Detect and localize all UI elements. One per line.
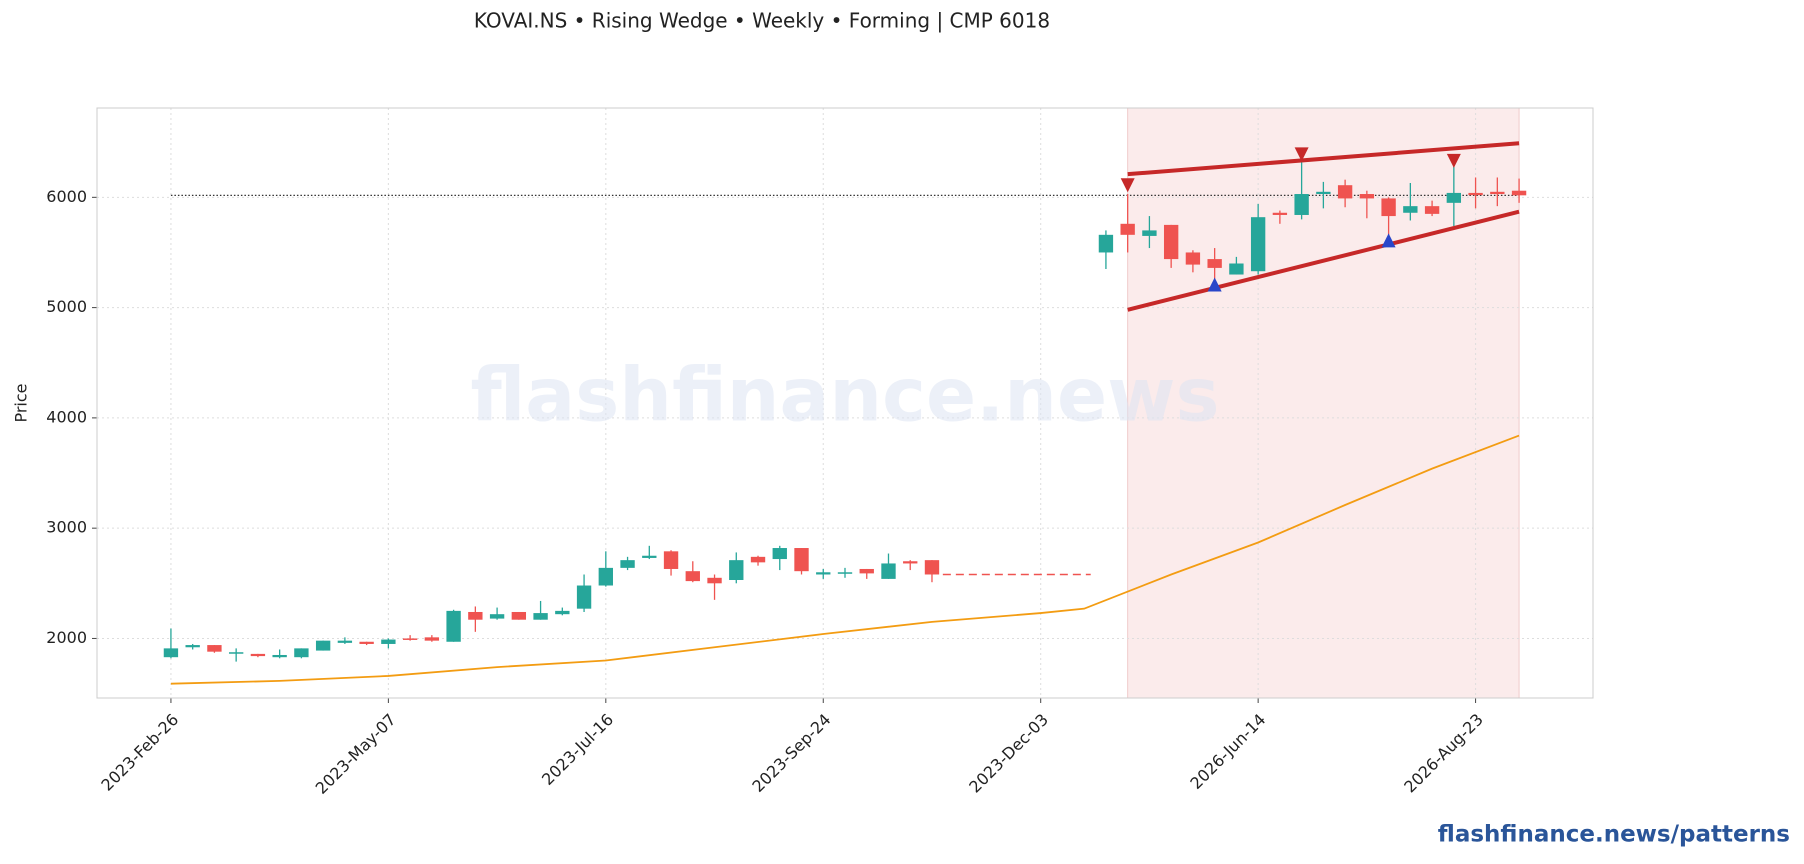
candle-body [685,571,700,582]
candle-body [1337,185,1353,199]
candle-body [1294,194,1309,215]
candle-body [816,572,831,575]
candle-body [1359,194,1375,199]
candle-body [859,568,874,574]
candle-body [663,551,679,569]
candle-body [598,567,613,586]
candle-body [1120,223,1135,235]
watermark: flashfinance.news [470,353,1219,439]
candle-body [881,563,896,579]
x-tick-label: 2026-Aug-23 [1400,710,1487,797]
candle-body [772,548,787,560]
candle-body [381,639,396,644]
wedge-upper [1127,141,1520,177]
candle-body [1468,192,1483,196]
y-tick-label: 2000 [46,628,87,647]
candle-body [315,640,331,651]
candle-body [446,610,461,642]
plot-frame [96,107,1594,699]
candle-body [1163,224,1179,260]
candle-body [185,645,200,648]
candle-body [1098,234,1114,253]
candle-body [424,637,440,641]
peak-marker [1120,178,1135,193]
candle-body [511,611,527,620]
x-tick-label: 2023-Feb-26 [97,710,182,795]
candle-body [729,560,744,580]
trough-marker [1207,277,1222,292]
candle-body [576,585,592,609]
candle-body [402,638,418,640]
candle-body [250,653,266,657]
footer: flashfinance.news/patterns [1438,822,1790,848]
candle-body [837,572,853,574]
candle-body [228,652,244,654]
x-tick-label: 2023-Sep-24 [748,710,834,796]
chart-title: KOVAI.NS • Rising Wedge • Weekly • Formi… [474,9,1050,33]
candle-body [1185,252,1201,265]
candle-body [1424,206,1440,214]
candle-body [1207,259,1222,268]
x-tick-label: 2023-Jul-16 [538,710,617,789]
y-tick-label: 4000 [46,407,87,426]
y-tick-label: 6000 [46,187,87,206]
candle-body [1446,192,1462,203]
y-tick-label: 5000 [46,297,87,316]
candle-body [1250,217,1266,272]
candle-body [468,611,483,620]
candle-body [533,613,548,620]
candle-body [489,614,505,619]
candle-body [1490,191,1505,195]
moving-average [170,434,1520,685]
peak-marker [1294,147,1309,162]
candle-body [1381,198,1396,217]
candle-body [555,610,570,615]
candle-body [1316,191,1331,195]
candle-body [163,648,179,658]
candle-body [620,560,635,568]
candle-body [750,556,766,563]
peak-marker [1446,153,1461,168]
candle-body [1403,206,1418,213]
candle-body [337,640,353,643]
candle-body [903,561,918,564]
candle-body [207,645,222,652]
candle-body [794,548,809,572]
candle-body [294,648,309,658]
candle-body [359,641,374,644]
x-tick-label: 2026-Jun-14 [1186,710,1269,793]
candle-body [707,577,722,584]
x-tick-label: 2023-Dec-03 [965,710,1052,797]
y-tick-label: 3000 [46,518,87,537]
trough-marker [1381,233,1396,248]
candle-body [1511,190,1527,196]
candle-body [924,560,940,575]
candle-body [642,555,657,558]
candle-body [272,654,287,658]
candle-body [1272,212,1288,215]
wedge-lower [1127,209,1520,312]
candle-body [1142,230,1157,236]
x-tick-label: 2023-May-07 [312,710,400,798]
candle-body [1229,263,1244,275]
y-axis-label: Price [12,383,31,422]
